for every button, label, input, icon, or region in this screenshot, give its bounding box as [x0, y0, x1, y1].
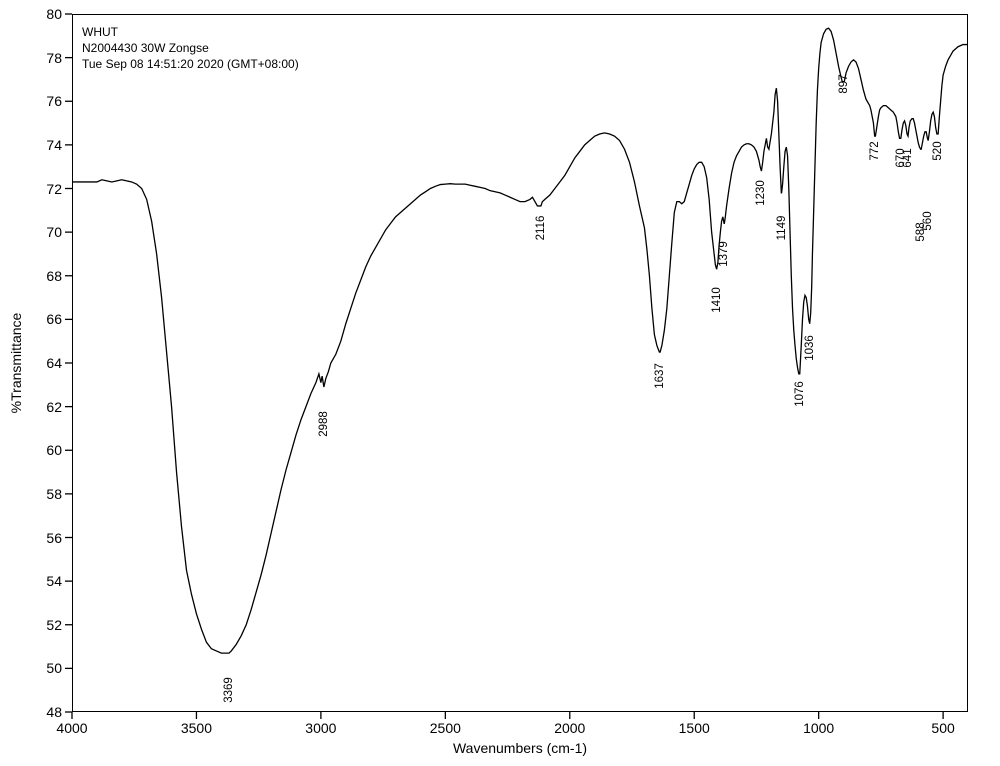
y-tick-label: 70	[46, 224, 62, 240]
y-tick-label: 68	[46, 268, 62, 284]
peak-label: 1036	[804, 335, 816, 361]
meta-line-1: WHUT	[82, 24, 299, 40]
peak-label: 560	[922, 212, 934, 231]
y-tick-label: 56	[46, 530, 62, 546]
y-tick-label: 60	[46, 442, 62, 458]
y-tick-label: 50	[46, 660, 62, 676]
plot-svg	[0, 0, 1000, 766]
peak-label: 1076	[794, 381, 806, 407]
spectrum-line	[72, 28, 968, 653]
y-axis-title: %Transmittance	[8, 313, 24, 414]
ftir-chart: WHUT N2004430 30W Zongse Tue Sep 08 14:5…	[0, 0, 1000, 766]
peak-label: 1410	[711, 287, 723, 313]
x-tick-label: 3000	[305, 720, 336, 736]
y-tick-label: 72	[46, 181, 62, 197]
peak-label: 772	[869, 142, 881, 161]
x-tick-label: 2500	[430, 720, 461, 736]
peak-label: 2988	[318, 411, 330, 437]
y-tick-label: 78	[46, 50, 62, 66]
peak-label: 1230	[755, 180, 767, 206]
meta-line-2: N2004430 30W Zongse	[82, 40, 299, 56]
x-tick-label: 500	[931, 720, 954, 736]
x-tick-label: 3500	[181, 720, 212, 736]
y-tick-label: 80	[46, 6, 62, 22]
x-tick-label: 1000	[803, 720, 834, 736]
y-tick-label: 48	[46, 704, 62, 720]
y-tick-label: 52	[46, 617, 62, 633]
y-tick-label: 64	[46, 355, 62, 371]
peak-label: 1149	[776, 215, 788, 240]
y-tick-label: 54	[46, 573, 62, 589]
chart-meta-block: WHUT N2004430 30W Zongse Tue Sep 08 14:5…	[82, 24, 299, 73]
y-tick-label: 58	[46, 486, 62, 502]
peak-label: 520	[932, 142, 944, 161]
x-tick-label: 4000	[56, 720, 87, 736]
meta-line-3: Tue Sep 08 14:51:20 2020 (GMT+08:00)	[82, 56, 299, 72]
y-tick-label: 74	[46, 137, 62, 153]
peak-label: 641	[902, 148, 914, 167]
y-tick-label: 62	[46, 399, 62, 415]
peak-label: 1379	[718, 241, 730, 267]
peak-label: 1637	[654, 363, 666, 389]
x-tick-label: 1500	[679, 720, 710, 736]
peak-label: 2116	[535, 215, 547, 240]
y-tick-label: 66	[46, 311, 62, 327]
y-tick-label: 76	[46, 93, 62, 109]
x-tick-label: 2000	[554, 720, 585, 736]
peak-label: 897	[838, 74, 850, 93]
peak-label: 3369	[223, 677, 235, 703]
x-axis-title: Wavenumbers (cm-1)	[453, 740, 587, 756]
